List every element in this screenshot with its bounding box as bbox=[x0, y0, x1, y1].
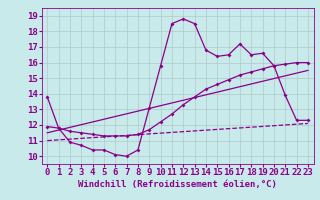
X-axis label: Windchill (Refroidissement éolien,°C): Windchill (Refroidissement éolien,°C) bbox=[78, 180, 277, 189]
